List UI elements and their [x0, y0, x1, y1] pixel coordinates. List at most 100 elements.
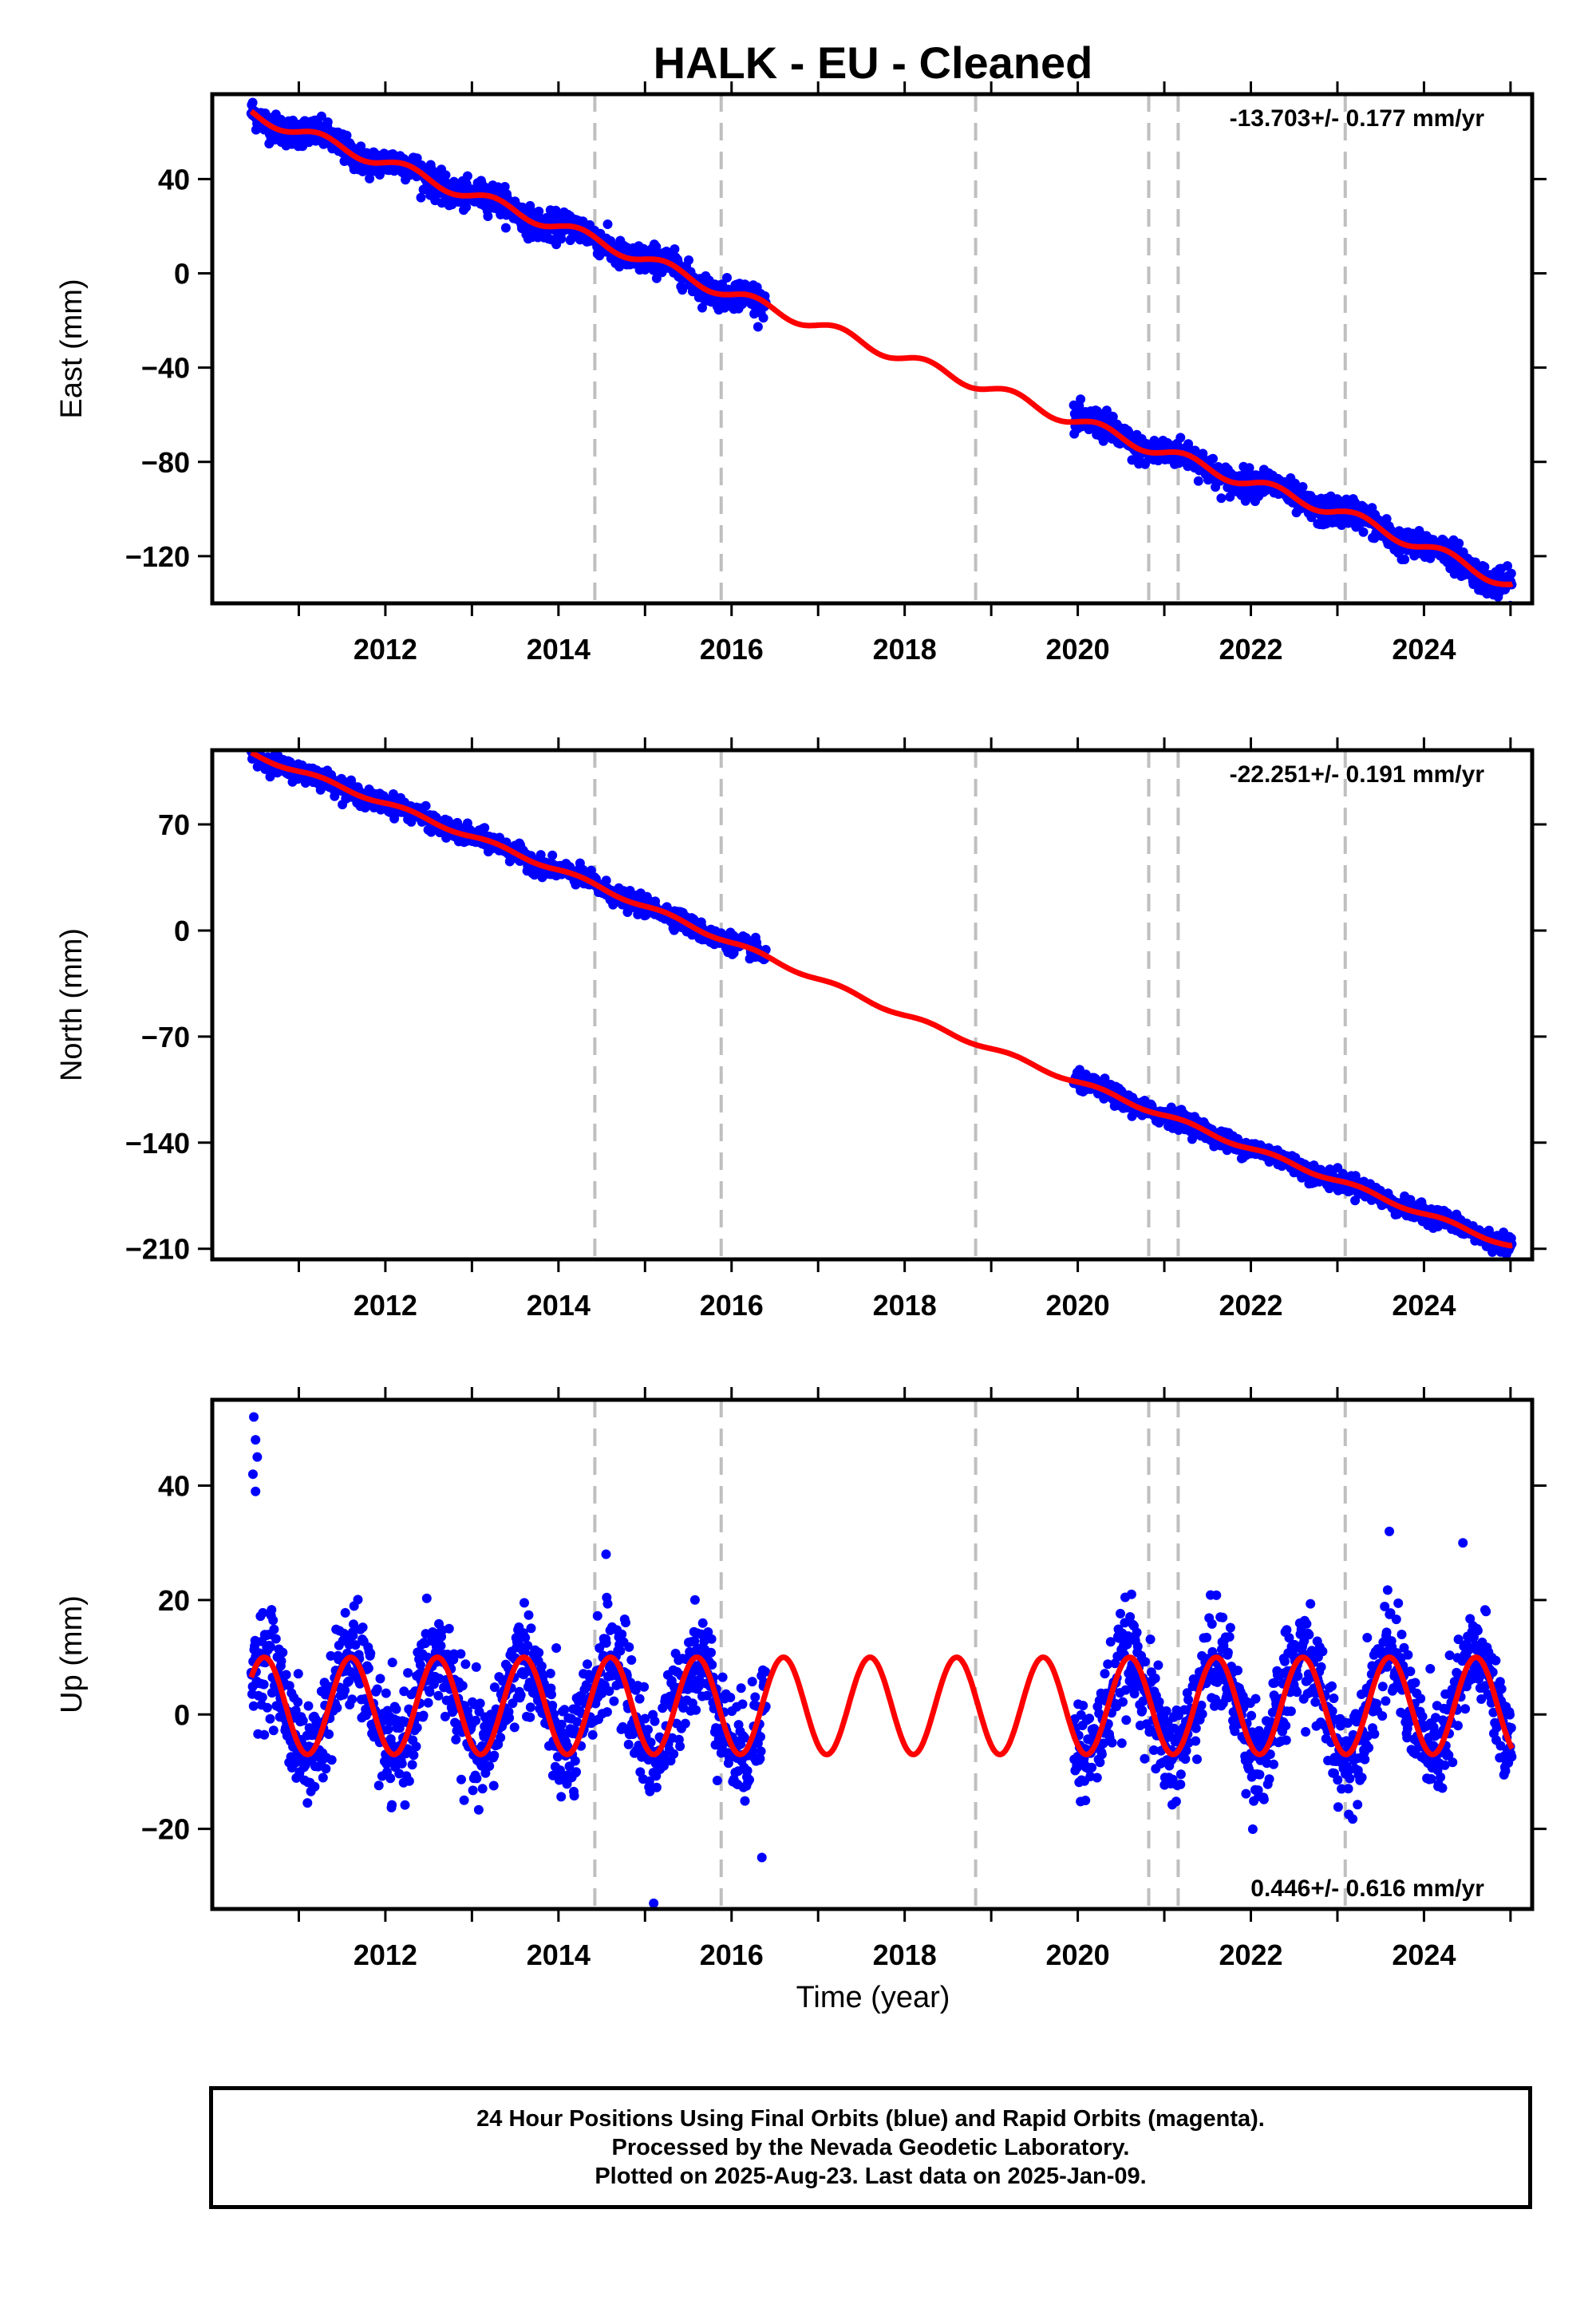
- data-point: [468, 1785, 478, 1796]
- x-tick-label: 2016: [700, 633, 764, 666]
- data-point: [259, 1729, 270, 1740]
- data-point: [391, 1704, 401, 1714]
- data-point: [265, 1713, 275, 1724]
- data-point: [397, 1758, 407, 1769]
- data-point: [592, 1611, 602, 1621]
- data-point: [348, 1630, 358, 1641]
- data-point: [440, 1711, 450, 1721]
- data-point: [433, 1690, 444, 1701]
- x-tick-label: 2024: [1392, 633, 1456, 666]
- data-point: [457, 1681, 468, 1691]
- data-point: [381, 1688, 391, 1698]
- data-point: [1208, 453, 1218, 464]
- data-point: [248, 1701, 259, 1711]
- data-point: [462, 171, 472, 181]
- data-point: [448, 1649, 459, 1659]
- data-point: [534, 1647, 544, 1658]
- data-point: [472, 1773, 482, 1784]
- data-point: [321, 1764, 331, 1774]
- data-point: [615, 1646, 626, 1656]
- data-point: [463, 1711, 473, 1721]
- data-point: [525, 1712, 535, 1722]
- data-point: [1244, 463, 1254, 473]
- data-point: [460, 1659, 471, 1670]
- data-point: [471, 1715, 481, 1725]
- data-point: [1381, 514, 1392, 524]
- data-point: [415, 1660, 425, 1670]
- data-point: [480, 823, 490, 833]
- data-point: [310, 1781, 320, 1792]
- data-point: [262, 1702, 272, 1713]
- data-point: [551, 1643, 562, 1653]
- data-point: [421, 800, 431, 811]
- data-point: [519, 1598, 529, 1608]
- data-point: [1503, 561, 1512, 571]
- data-point: [634, 1694, 645, 1704]
- data-point: [302, 1798, 313, 1808]
- data-point: [621, 1618, 630, 1628]
- data-point: [534, 206, 544, 216]
- data-point: [340, 1607, 350, 1618]
- data-point: [601, 875, 611, 886]
- data-point: [318, 1773, 328, 1783]
- data-point: [604, 1686, 614, 1696]
- data-point: [1358, 527, 1369, 537]
- data-point: [281, 1670, 291, 1680]
- north-y-axis-label: North (mm): [55, 928, 89, 1081]
- north-plot-frame: [210, 748, 1535, 1262]
- data-point: [456, 1649, 466, 1659]
- y-tick-label: −120: [125, 540, 190, 573]
- data-point: [358, 1622, 368, 1633]
- data-point: [500, 223, 511, 233]
- y-tick-label: 0: [174, 915, 190, 947]
- data-point: [400, 1800, 410, 1810]
- data-point: [569, 1791, 579, 1801]
- data-point: [365, 1648, 376, 1658]
- data-point: [423, 1697, 433, 1708]
- data-point: [1175, 433, 1186, 443]
- data-point: [1108, 412, 1118, 422]
- data-point: [523, 1641, 533, 1650]
- data-point: [547, 1701, 558, 1710]
- north-data-points: [246, 750, 1517, 1259]
- data-point: [753, 322, 763, 332]
- data-point: [678, 285, 688, 295]
- data-point: [373, 1780, 384, 1791]
- data-point: [347, 1694, 358, 1705]
- x-tick-label: 2016: [700, 1289, 764, 1322]
- data-point: [451, 1734, 461, 1745]
- data-point: [436, 1641, 446, 1651]
- data-point: [268, 1725, 279, 1736]
- x-tick-label: 2014: [527, 633, 591, 666]
- x-tick-label: 2018: [873, 633, 937, 666]
- x-tick-label: 2020: [1046, 1289, 1110, 1322]
- data-point: [1193, 476, 1203, 486]
- data-point: [284, 1681, 294, 1691]
- data-point: [678, 1703, 689, 1713]
- data-point: [556, 234, 567, 244]
- data-point: [278, 1647, 288, 1658]
- data-point: [259, 1679, 269, 1690]
- x-tick-label: 2018: [873, 1289, 937, 1322]
- north-model-line: [250, 750, 1513, 1249]
- data-point: [247, 97, 258, 108]
- data-point: [353, 1595, 363, 1605]
- y-tick-label: −210: [125, 1233, 190, 1266]
- y-tick-label: −70: [141, 1021, 190, 1053]
- data-point: [326, 1755, 337, 1765]
- data-point: [680, 1718, 690, 1729]
- x-tick-label: 2012: [354, 633, 417, 666]
- data-point: [340, 1686, 350, 1695]
- data-point: [691, 1705, 701, 1715]
- data-point: [293, 1697, 303, 1707]
- figure-title: HALK - EU - Cleaned: [654, 38, 1093, 88]
- data-point: [258, 1607, 268, 1618]
- data-point: [1298, 482, 1308, 492]
- data-point: [388, 789, 398, 799]
- data-point: [758, 313, 768, 323]
- data-point: [389, 813, 400, 824]
- data-point: [461, 202, 472, 212]
- data-point: [383, 1725, 393, 1735]
- data-point: [411, 1741, 421, 1752]
- data-point: [670, 244, 680, 255]
